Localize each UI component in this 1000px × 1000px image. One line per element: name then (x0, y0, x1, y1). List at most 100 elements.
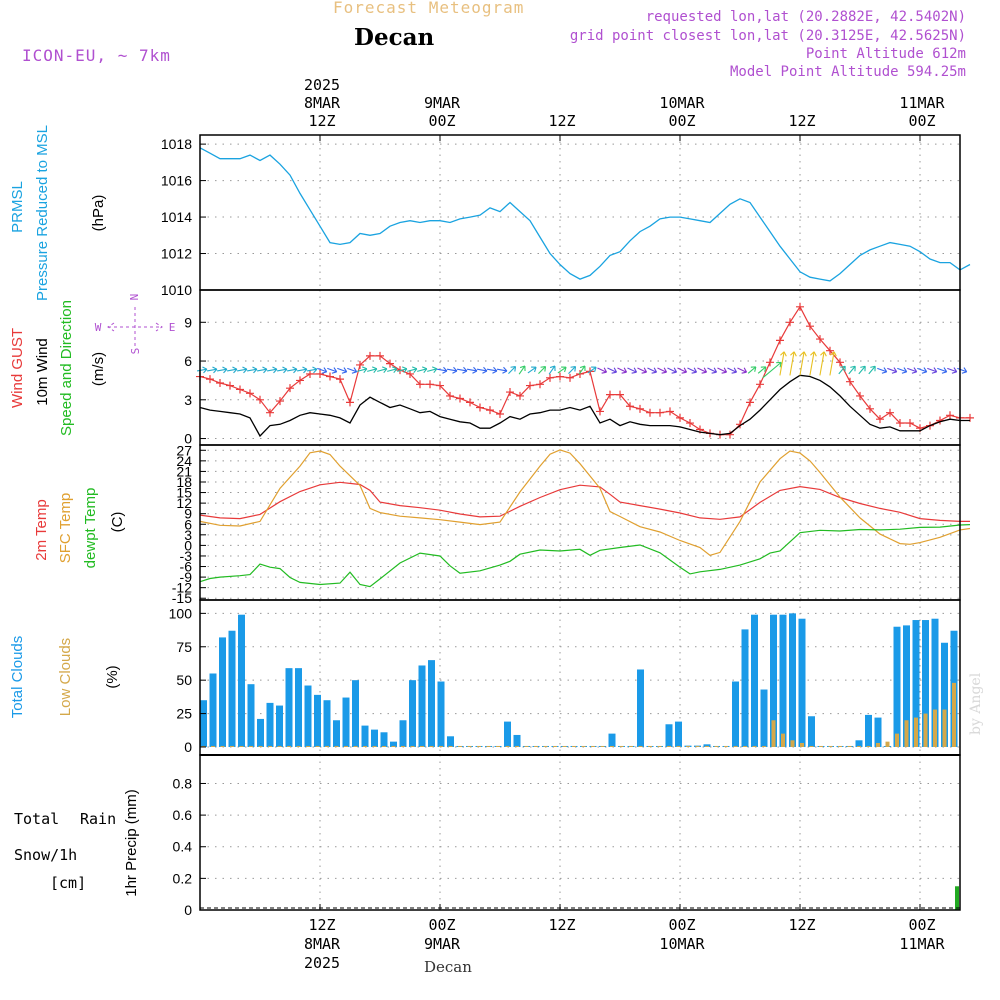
top-time-label: 00Z (428, 112, 455, 130)
wind-gust-marker (306, 369, 314, 378)
wind-direction-arrow (486, 366, 498, 374)
total-clouds-bar (779, 614, 787, 747)
wind-direction-arrow (757, 366, 767, 374)
temp-ytick-label: 21 (176, 463, 192, 479)
total-clouds-bar (903, 625, 910, 747)
clouds-ytick-label: 0 (184, 739, 192, 755)
precip-unit-label: 1hr Precip (mm) (123, 789, 140, 897)
wind-arrow-shaft (548, 365, 556, 375)
total-clouds-bar (314, 694, 321, 747)
wind-gust-marker (336, 375, 344, 384)
total-clouds-bar (865, 714, 872, 747)
wind-direction-arrow (417, 366, 428, 374)
wind-gust-marker (436, 381, 444, 390)
total-clouds-bar (247, 684, 255, 747)
wind-direction-arrow (476, 366, 488, 374)
total-clouds-bar (390, 741, 397, 747)
wind-gust-marker (376, 351, 384, 360)
bottom-time-label: 12Z (308, 916, 335, 934)
wind-gust-marker (446, 391, 454, 400)
low-clouds-label: Low Clouds (57, 638, 74, 716)
bottom-time-label: 12Z (548, 916, 575, 934)
wind-arrow-shaft (557, 366, 567, 374)
low-clouds-bar (382, 745, 386, 747)
wind-arrow-shaft (927, 367, 937, 373)
wind-arrow-head (549, 365, 556, 372)
wind-arrow-shaft (657, 367, 667, 373)
wind-gust-marker (426, 380, 434, 389)
total-clouds-bar (808, 716, 815, 747)
low-clouds-bar (391, 745, 396, 747)
low-clouds-bar (781, 733, 785, 747)
wind-direction-arrow (937, 367, 948, 374)
wind-arrow-shaft (779, 351, 785, 376)
total-clouds-bar (209, 673, 217, 747)
wind-arrow-shaft (947, 367, 957, 373)
low-clouds-bar (287, 745, 291, 747)
precip-ytick-label: 0.4 (173, 839, 193, 855)
wind-direction-arrow (799, 351, 807, 376)
wind-arrow-head (442, 366, 448, 374)
wind-arrow-shaft (367, 368, 377, 372)
wind-direction-arrow (762, 361, 782, 379)
total-clouds-bar (760, 689, 768, 747)
footer-station: Decan (424, 958, 472, 976)
wind-direction-arrow (667, 367, 678, 374)
low-clouds-bar (752, 745, 757, 747)
low-clouds-bar (325, 745, 329, 747)
wind-gust-marker (516, 391, 524, 400)
temp-sfc-series-line (199, 449, 971, 556)
low-clouds-bar (629, 745, 633, 747)
model-point-altitude: Model Point Altitude 594.25m (729, 64, 966, 80)
wind-arrow-shaft (417, 368, 427, 372)
wind-arrow-shaft (246, 368, 258, 372)
wind-gust-marker (536, 380, 544, 389)
wind-arrow-shaft (427, 368, 437, 372)
wind-arrow-shaft (868, 365, 876, 375)
total-clouds-bar (361, 725, 369, 747)
total-clouds-bar (922, 620, 929, 747)
wind-arrow-head (860, 365, 866, 372)
wind-arrow-shaft (762, 361, 782, 379)
wind-gust-marker (526, 381, 534, 390)
wind-gust-marker (796, 302, 804, 311)
wind-arrow-shaft (578, 365, 586, 375)
wind-direction-arrow (276, 366, 288, 374)
wind-arrow-head (452, 366, 458, 374)
wind-10m-series-line (199, 374, 970, 438)
wind-direction-arrow (538, 366, 547, 375)
wind-arrow-shaft (206, 368, 218, 372)
low-clouds-bar (847, 745, 852, 747)
compass-n-label: N (128, 294, 141, 301)
wind-direction-arrow (236, 366, 248, 374)
wind-gust-marker (866, 404, 874, 413)
clouds-ytick-label: 75 (176, 639, 192, 655)
low-clouds-bar (353, 745, 358, 747)
temp-2m-label: 2m Temp (33, 499, 50, 560)
temp-unit-label: (C) (109, 512, 126, 533)
temp-ytick-label: 18 (176, 474, 192, 490)
wind-arrow-head (570, 366, 577, 372)
wind-gust-marker (416, 380, 424, 389)
wind-direction-arrow (927, 367, 938, 374)
wind-arrow-shaft (819, 351, 825, 376)
temp-ytick-label: -6 (180, 559, 193, 575)
low-clouds-bar (876, 742, 880, 747)
wind-arrow-shaft (747, 366, 757, 374)
wind-arrow-head (212, 366, 218, 374)
low-clouds-bar (239, 745, 244, 747)
wind-arrow-shaft (838, 365, 846, 375)
wind-arrow-shaft (809, 351, 815, 376)
total-clouds-bar (428, 660, 435, 747)
wind-direction-arrow (597, 367, 608, 374)
wind-direction-arrow (697, 367, 708, 374)
precip-ytick-label: 0.2 (173, 870, 193, 886)
wind-gust-marker (236, 385, 244, 394)
wind-ytick-label: 3 (184, 392, 192, 408)
wind-arrow-shaft (446, 368, 458, 372)
wind-arrow-head (681, 367, 688, 374)
total-clouds-bar (257, 718, 264, 747)
wind-arrow-shaft (216, 368, 228, 372)
wind-direction-arrow (397, 366, 408, 374)
gridpoint-coords: grid point closest lon,lat (20.3125E, 42… (569, 28, 966, 44)
